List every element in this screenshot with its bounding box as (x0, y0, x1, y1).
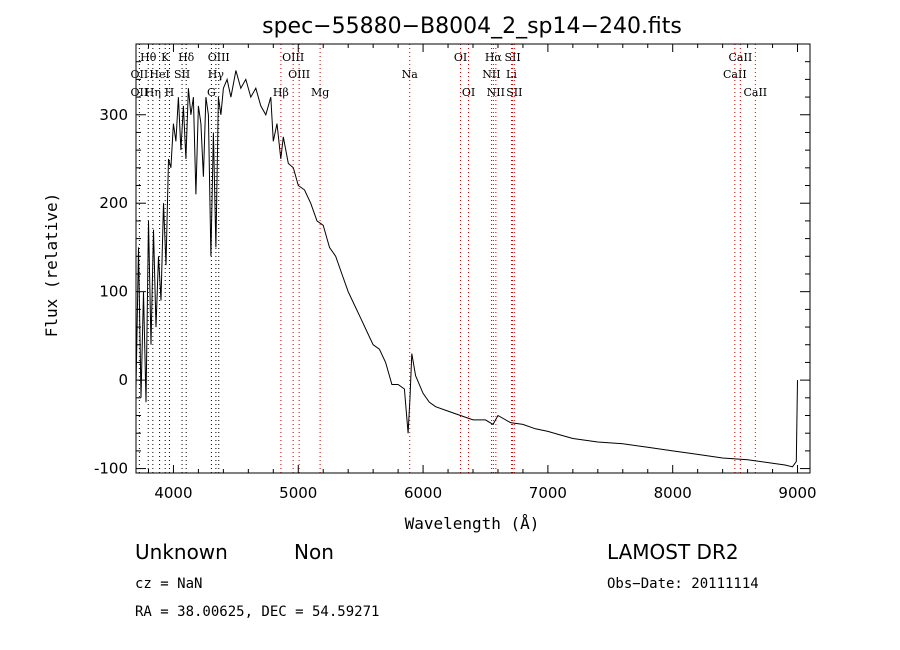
redshift-text: cz = NaN (135, 576, 203, 592)
obs-date-text: Obs−Date: 20111114 (607, 576, 759, 592)
x-tick-label-8000: 8000 (654, 484, 692, 502)
x-tick-label-5000: 5000 (279, 484, 317, 502)
line-label-11: SII (174, 68, 190, 81)
y-tick-label-200: 200 (99, 194, 128, 212)
line-label-15: Li (506, 68, 517, 81)
line-label-27: CaII (743, 86, 767, 99)
line-label-8: CaII (729, 51, 753, 64)
y-tick-label-300: 300 (99, 106, 128, 124)
x-tick-label-7000: 7000 (529, 484, 567, 502)
line-label-1: K (161, 51, 170, 64)
line-label-16: CaII (723, 68, 747, 81)
line-label-19: H (165, 86, 175, 99)
line-label-25: NII (487, 86, 505, 99)
line-label-17: OII (131, 86, 149, 99)
line-label-20: G (207, 86, 216, 99)
line-label-18: Hη (145, 86, 161, 99)
line-label-9: OII (131, 68, 149, 81)
line-label-21: Hβ (273, 86, 289, 99)
x-tick-label-9000: 9000 (778, 484, 816, 502)
line-label-26: SII (506, 86, 522, 99)
axis-ticks: 4000 5000 6000 7000 8000 9000 -100 0 100 200 300 (94, 44, 817, 502)
y-axis-label: Flux (relative) (42, 193, 61, 338)
line-label-14: NII (482, 68, 500, 81)
plot-frame (135, 43, 811, 474)
line-label-13: OIII (288, 68, 310, 81)
line-label-2: Hδ (178, 51, 195, 64)
line-label-22: Mg (311, 86, 329, 99)
class-label: Unknown (135, 540, 228, 564)
line-label-24: OI (462, 86, 475, 99)
x-tick-label-6000: 6000 (404, 484, 442, 502)
spectral-line-markers (138, 44, 756, 473)
line-label-23: Na (402, 68, 419, 81)
survey-label: LAMOST DR2 (607, 540, 739, 564)
x-tick-label-4000: 4000 (154, 484, 192, 502)
subclass-label: Non (294, 540, 334, 564)
x-axis-label: Wavelength (Å) (405, 514, 540, 533)
line-label-0: Hθ (140, 51, 157, 64)
coordinates-text: RA = 38.00625, DEC = 54.59271 (135, 604, 380, 620)
line-label-3: OIII (208, 51, 230, 64)
line-label-5: OI (454, 51, 467, 64)
line-label-10: HeI (149, 68, 169, 81)
line-label-12: Hγ (208, 68, 225, 81)
y-tick-label-100: 100 (99, 283, 128, 301)
chart-title: spec−55880−B8004_2_sp14−240.fits (262, 14, 682, 39)
y-tick-label-0: 0 (118, 371, 128, 389)
line-label-4: OIII (282, 51, 304, 64)
line-label-7: SII (504, 51, 520, 64)
spectrum-series-line (135, 70, 798, 468)
line-label-6: Hα (485, 51, 503, 64)
y-tick-label--100: -100 (94, 460, 128, 478)
